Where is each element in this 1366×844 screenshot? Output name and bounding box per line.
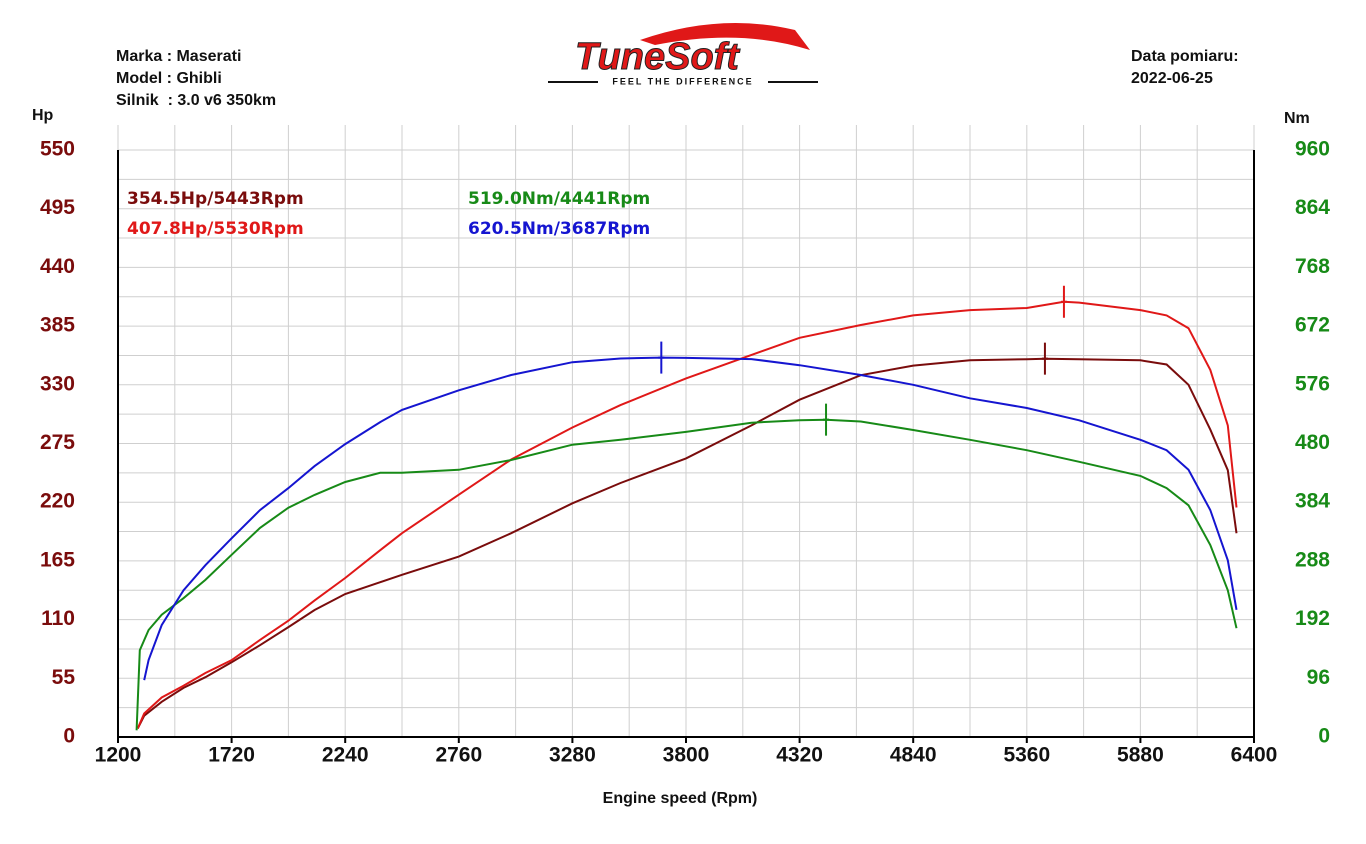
date-label: Data pomiaru:: [1131, 48, 1239, 65]
y2-tick-label: 864: [1295, 196, 1330, 219]
annotation: 519.0Nm/4441Rpm: [468, 189, 650, 209]
x-tick-label: 5360: [1003, 744, 1050, 767]
annotation: 620.5Nm/3687Rpm: [468, 219, 650, 239]
y2-axis-label: Nm: [1284, 110, 1310, 127]
y-tick-label: 550: [40, 138, 75, 161]
x-tick-label: 1200: [95, 744, 142, 767]
y2-tick-label: 288: [1295, 548, 1330, 571]
y2-tick-label: 384: [1295, 490, 1330, 513]
curve: [135, 418, 1238, 731]
x-tick-label: 4320: [776, 744, 823, 767]
y-axis-label: Hp: [32, 107, 54, 124]
x-tick-label: 6400: [1231, 744, 1278, 767]
logo-swoosh: [640, 22, 810, 50]
y-tick-label: 275: [40, 431, 75, 454]
y-tick-label: 0: [63, 725, 75, 748]
y-tick-label: 55: [52, 666, 76, 689]
x-tick-label: 3280: [549, 744, 596, 767]
x-tick-label: 4840: [890, 744, 937, 767]
x-tick-label: 5880: [1117, 744, 1164, 767]
y-tick-label: 110: [41, 607, 75, 630]
y-tick-label: 495: [40, 196, 75, 219]
y2-tick-label: 0: [1318, 725, 1330, 748]
y2-tick-label: 960: [1295, 138, 1330, 161]
annotation: 354.5Hp/5443Rpm: [127, 189, 304, 209]
x-tick-label: 3800: [663, 744, 710, 767]
logo: TuneSoft FEEL THE DIFFERENCE: [548, 22, 818, 86]
model: Model : Ghibli: [116, 70, 222, 87]
y2-tick-label: 192: [1295, 607, 1330, 630]
x-tick-label: 2760: [435, 744, 482, 767]
y-tick-label: 440: [40, 255, 75, 278]
curve: [136, 300, 1238, 729]
y2-tick-label: 672: [1295, 314, 1330, 337]
curve: [143, 356, 1238, 681]
y2-tick-label: 768: [1295, 255, 1330, 278]
make: Marka : Maserati: [116, 48, 241, 65]
logo-name: TuneSoft: [575, 36, 740, 78]
annotation: 407.8Hp/5530Rpm: [127, 219, 304, 239]
x-axis-label: Engine speed (Rpm): [603, 790, 758, 807]
engine: Silnik : 3.0 v6 350km: [116, 92, 276, 109]
date: 2022-06-25: [1131, 70, 1213, 87]
y2-tick-label: 576: [1295, 372, 1330, 395]
y2-tick-label: 96: [1307, 666, 1330, 689]
x-tick-label: 1720: [208, 744, 255, 767]
curve: [136, 357, 1238, 729]
x-tick-label: 2240: [322, 744, 369, 767]
y-tick-label: 220: [40, 490, 75, 513]
y-tick-label: 165: [40, 548, 75, 571]
y2-tick-label: 480: [1295, 431, 1330, 454]
y-tick-label: 385: [40, 314, 75, 337]
logo-tagline: FEEL THE DIFFERENCE: [612, 76, 753, 86]
y-tick-label: 330: [40, 372, 75, 395]
